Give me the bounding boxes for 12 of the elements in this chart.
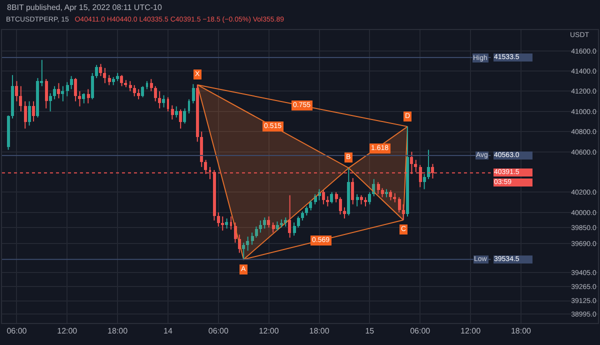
- x-tick-label: 12:00: [460, 326, 482, 336]
- text: 8BIT published, Apr 15, 2022 08:11 UTC-10: [7, 3, 162, 12]
- x-tick-label: 06:00: [6, 326, 28, 336]
- x-tick-label: 14: [164, 326, 173, 336]
- x-tick-label: 12:00: [258, 326, 280, 336]
- x-tick-label: 18:00: [309, 326, 330, 336]
- x-tick-label: 06:00: [410, 326, 431, 336]
- x-tick-label: 18:00: [510, 326, 532, 336]
- x-tick-label: 18:00: [108, 326, 128, 336]
- x-tick-label: 12:00: [57, 326, 78, 336]
- x-tick-label: 15: [365, 326, 375, 336]
- x-tick-label: 06:00: [208, 326, 229, 336]
